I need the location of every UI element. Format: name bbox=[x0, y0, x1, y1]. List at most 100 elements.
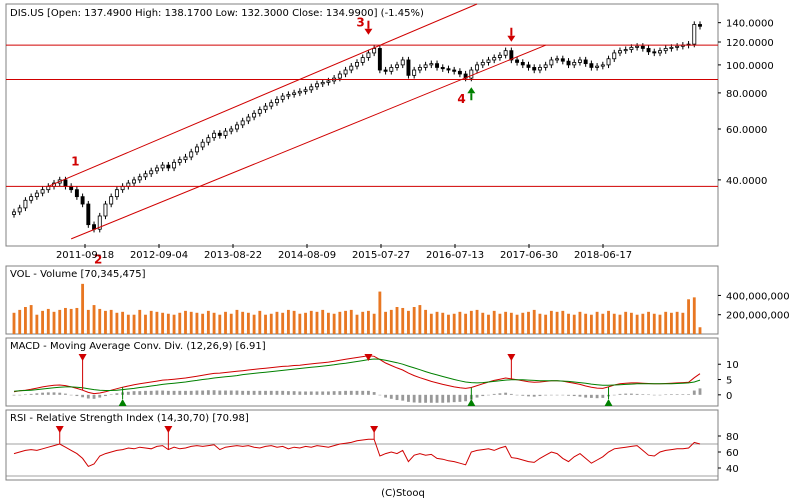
candle-down bbox=[560, 58, 565, 62]
macd-histogram-bar bbox=[315, 391, 319, 395]
macd-histogram-bar bbox=[132, 391, 136, 395]
volume-bar bbox=[304, 312, 307, 334]
volume-bar bbox=[58, 309, 62, 334]
up-triangle-icon bbox=[118, 399, 127, 406]
candle-up bbox=[612, 52, 617, 60]
macd-histogram-bar bbox=[464, 394, 468, 402]
candle-up bbox=[315, 83, 319, 88]
volume-bar bbox=[538, 313, 542, 334]
price-x-tick-label: 2014-08-09 bbox=[278, 250, 336, 261]
candle-up bbox=[223, 130, 228, 136]
macd-histogram-bar bbox=[578, 394, 582, 397]
candle-up bbox=[17, 207, 22, 213]
volume-bar bbox=[567, 313, 570, 334]
volume-bar bbox=[355, 314, 359, 334]
volume-bar bbox=[458, 311, 462, 334]
candle-down bbox=[589, 63, 594, 68]
candle-down bbox=[526, 64, 531, 68]
candle-down bbox=[457, 70, 462, 75]
volume-bar bbox=[487, 314, 490, 334]
volume-bar bbox=[647, 311, 650, 334]
candle-up bbox=[343, 69, 348, 75]
macd-histogram-bar bbox=[372, 392, 376, 395]
candle-down bbox=[383, 69, 388, 72]
macd-histogram-bar bbox=[166, 390, 170, 395]
candle-up bbox=[97, 215, 102, 230]
candle-up bbox=[194, 146, 199, 153]
price-overlays: 1 2 3 4 bbox=[6, 3, 718, 267]
candle-up bbox=[275, 98, 279, 104]
candle-up bbox=[212, 132, 217, 139]
macd-histogram-bar bbox=[275, 390, 279, 395]
volume-bar bbox=[532, 309, 536, 334]
volume-bar bbox=[155, 311, 159, 334]
volume-bar bbox=[46, 308, 50, 334]
candle-up bbox=[12, 211, 16, 215]
candle-up bbox=[692, 24, 697, 45]
candle-up bbox=[234, 124, 239, 130]
candle-up bbox=[475, 64, 480, 71]
volume-bar bbox=[401, 307, 405, 334]
macd-histogram-bar bbox=[98, 394, 102, 398]
volume-bar bbox=[492, 310, 496, 334]
macd-histogram-bar bbox=[492, 393, 496, 395]
macd-histogram-bar bbox=[126, 391, 130, 395]
candle-up bbox=[309, 86, 314, 91]
candle-up bbox=[149, 170, 154, 175]
candle-up bbox=[497, 54, 502, 58]
candle-up bbox=[46, 185, 51, 191]
macd-histogram-bar bbox=[18, 394, 22, 396]
candle-up bbox=[189, 151, 194, 158]
candle-up bbox=[103, 203, 108, 217]
macd-histogram-bar bbox=[24, 394, 27, 396]
rsi-y-tick-label: 40 bbox=[726, 464, 739, 475]
macd-histogram-bar bbox=[281, 390, 285, 395]
macd-histogram-bar bbox=[612, 394, 616, 396]
price-panel-title: DIS.US [Open: 137.4900 High: 138.1700 Lo… bbox=[10, 8, 424, 19]
candle-up bbox=[549, 59, 554, 66]
candle-up bbox=[360, 57, 365, 63]
volume-bar bbox=[184, 310, 187, 334]
volume-bar bbox=[584, 313, 588, 334]
candle-up bbox=[229, 128, 234, 132]
down-triangle-icon bbox=[164, 426, 173, 433]
macd-histogram-bar bbox=[367, 390, 370, 395]
volume-bar bbox=[635, 314, 639, 334]
volume-bar bbox=[144, 314, 147, 334]
rsi-plot bbox=[13, 426, 701, 468]
macd-histogram-bar bbox=[109, 394, 113, 396]
price-x-tick-label: 2013-08-22 bbox=[204, 250, 262, 261]
macd-histogram-bar bbox=[498, 393, 502, 395]
candle-down bbox=[406, 59, 411, 76]
macd-histogram-bar bbox=[504, 392, 508, 395]
candle-up bbox=[577, 59, 582, 63]
volume-bar bbox=[229, 313, 233, 334]
volume-bar bbox=[75, 307, 79, 334]
macd-y-tick-label: 10 bbox=[726, 360, 739, 371]
annotation-label: 4 bbox=[457, 92, 465, 106]
macd-histogram-bar bbox=[292, 391, 296, 395]
volume-bar bbox=[81, 283, 85, 334]
annotation-label: 2 bbox=[94, 253, 102, 267]
rsi-panel-frame bbox=[5, 409, 719, 481]
macd-histogram-bar bbox=[178, 390, 182, 395]
candle-up bbox=[160, 164, 165, 169]
candle-up bbox=[257, 109, 262, 114]
macd-histogram-bar bbox=[544, 394, 548, 396]
candle-down bbox=[435, 63, 439, 68]
volume-bar bbox=[435, 311, 439, 334]
macd-histogram-bar bbox=[149, 390, 153, 395]
volume-bar bbox=[138, 309, 142, 334]
macd-histogram-bar bbox=[355, 390, 359, 395]
volume-bar bbox=[281, 312, 285, 334]
macd-histogram-bar bbox=[246, 390, 250, 395]
macd-histogram-bar bbox=[652, 394, 656, 396]
macd-histogram-bar bbox=[201, 390, 205, 395]
volume-bar bbox=[658, 314, 662, 334]
candle-up bbox=[120, 185, 125, 191]
up-arrow-icon bbox=[467, 87, 476, 94]
price-panel: DIS.US [Open: 137.4900 High: 138.1700 Lo… bbox=[5, 3, 774, 267]
macd-histogram-bar bbox=[429, 394, 433, 403]
macd-histogram-bar bbox=[58, 392, 62, 395]
